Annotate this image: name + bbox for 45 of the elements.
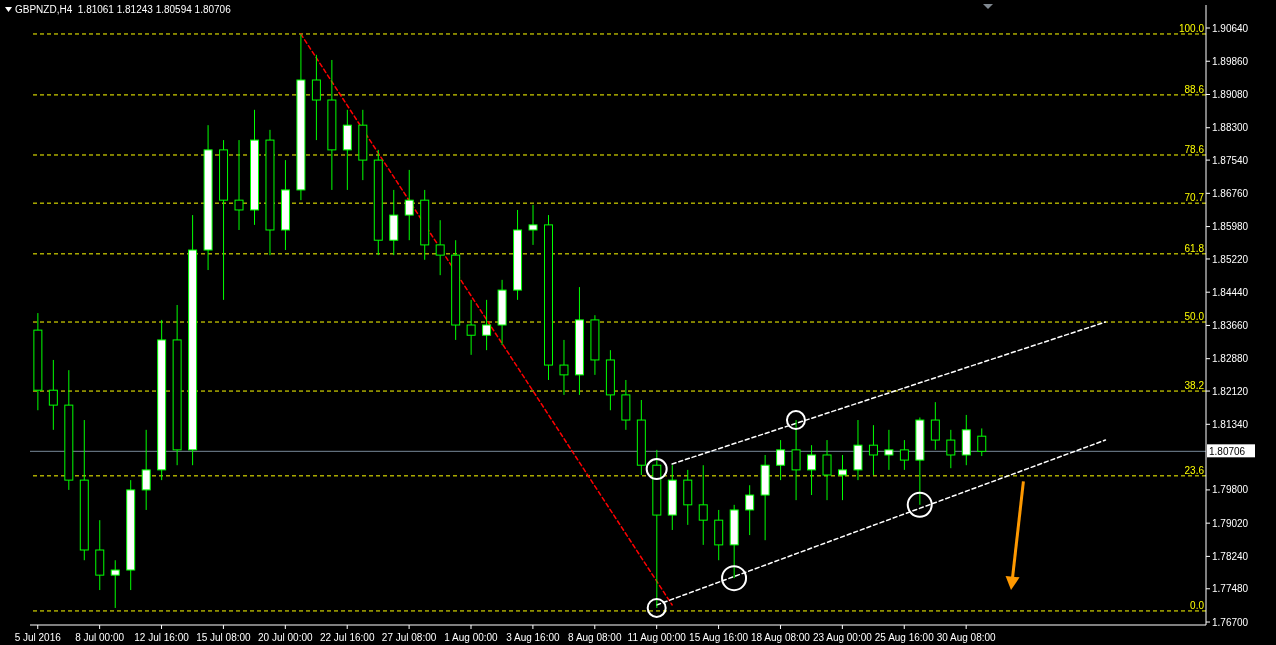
chart-title: GBPNZD,H4 1.81061 1.81243 1.80594 1.80706 [15,4,231,15]
y-tick-label: 1.85220 [1212,253,1249,265]
y-tick-label: 1.76700 [1212,616,1249,628]
annotation: 100.0 [1178,22,1205,34]
x-tick-label: 22 Jul 16:00 [319,632,375,643]
x-tick-label: 23 Aug 00:00 [812,632,873,643]
y-tick-label: 1.88300 [1212,122,1249,134]
y-tick-label: 1.82880 [1212,353,1249,365]
x-tick-label: 15 Aug 16:00 [689,632,749,643]
y-tick-label: 1.87540 [1212,154,1249,166]
y-tick-label: 1.79800 [1212,484,1249,496]
x-tick-label: 30 Aug 08:00 [936,632,997,643]
x-tick-label: 27 Jul 08:00 [381,632,437,643]
x-tick-label: 1 Aug 00:00 [444,632,499,643]
y-tick-label: 1.79020 [1212,517,1249,529]
x-tick-label: 5 Jul 2016 [14,632,62,643]
y-tick-label: 1.78240 [1212,550,1249,562]
ref-line-label: 1.80706 [1209,446,1246,458]
y-tick-label: 1.85980 [1212,221,1249,233]
x-tick-label: 3 Aug 16:00 [506,632,561,643]
annotation: 78.6 [1184,143,1205,155]
y-tick-label: 1.89860 [1212,55,1249,67]
y-tick-label: 1.77480 [1212,583,1249,595]
x-tick-label: 8 Aug 08:00 [568,632,622,643]
x-tick-label: 12 Jul 16:00 [134,632,190,643]
x-tick-label: 8 Jul 00:00 [75,632,125,643]
annotation: 50.0 [1184,311,1205,323]
y-tick-label: 1.83660 [1212,319,1249,331]
x-tick-label: 25 Aug 16:00 [874,632,935,643]
annotation: 70.7 [1184,192,1205,204]
annotation: 0.0 [1190,599,1205,611]
y-tick-label: 1.86760 [1212,187,1249,199]
annotation: 38.2 [1184,380,1205,392]
annotation: 88.6 [1184,83,1205,95]
x-tick-label: 18 Aug 08:00 [751,632,811,643]
y-tick-label: 1.90640 [1212,22,1249,34]
annotation: 61.8 [1184,242,1205,254]
y-tick-label: 1.84440 [1212,286,1249,298]
x-tick-label: 11 Aug 00:00 [627,632,687,643]
y-tick-label: 1.82120 [1212,385,1249,397]
y-tick-label: 1.89080 [1212,89,1249,101]
x-tick-label: 20 Jul 00:00 [258,632,313,643]
y-tick-label: 1.81340 [1212,418,1249,430]
x-tick-label: 15 Jul 08:00 [196,632,252,643]
annotation: 23.6 [1184,464,1205,476]
